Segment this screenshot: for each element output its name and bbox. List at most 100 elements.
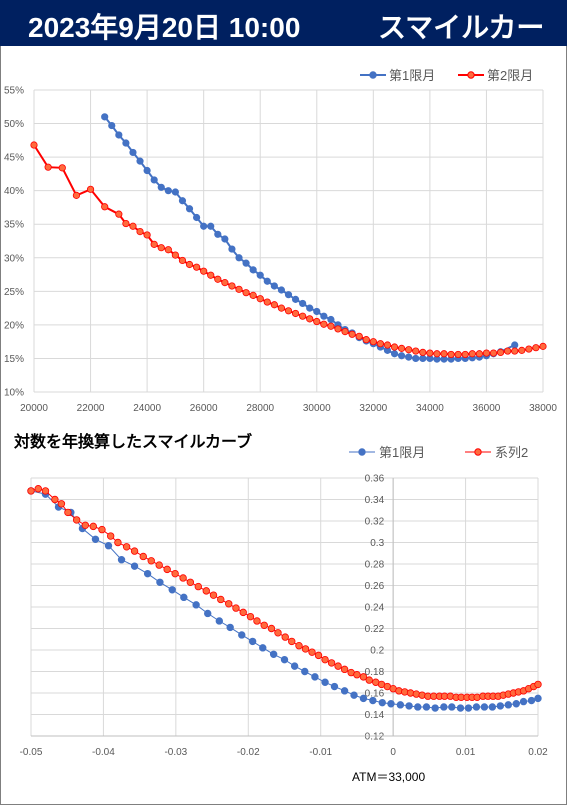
data-point — [108, 121, 116, 130]
data-point — [383, 341, 392, 349]
data-point — [340, 665, 349, 674]
data-point — [334, 662, 342, 670]
data-point — [143, 569, 152, 578]
data-point — [249, 266, 257, 274]
data-point — [359, 673, 368, 681]
data-point — [249, 291, 257, 299]
data-point — [327, 659, 336, 667]
data-point — [256, 271, 264, 279]
data-point — [525, 345, 533, 353]
data-point — [464, 704, 473, 712]
data-point — [101, 113, 109, 121]
y-tick-label: 0.26 — [365, 581, 385, 592]
data-point — [327, 315, 335, 324]
data-point — [44, 163, 52, 171]
data-point — [461, 350, 469, 359]
data-point — [496, 702, 505, 710]
y-tick-label: 0.28 — [365, 560, 385, 571]
data-point — [387, 700, 395, 708]
data-point — [270, 301, 278, 309]
chart2-title: 対数を年換算したスマイルカーブ — [14, 434, 253, 451]
data-point — [238, 631, 246, 639]
data-point — [295, 641, 303, 650]
data-point — [422, 703, 431, 711]
data-point — [185, 205, 194, 213]
x-tick-label: 38000 — [529, 403, 557, 414]
y-tick-label: 0.36 — [365, 474, 385, 485]
series-line — [30, 490, 539, 709]
data-point — [253, 617, 261, 625]
data-point — [311, 673, 319, 681]
data-point — [314, 651, 323, 660]
data-point — [489, 349, 498, 357]
data-point — [472, 703, 481, 711]
data-point — [348, 330, 356, 338]
data-point — [235, 254, 243, 262]
data-point — [321, 678, 329, 686]
data-point — [405, 353, 413, 361]
data-point — [194, 582, 203, 591]
data-point — [496, 348, 505, 357]
data-point — [163, 565, 171, 574]
header-title: スマイルカーブ — [378, 12, 545, 83]
data-point — [81, 521, 90, 529]
data-point — [291, 295, 300, 303]
data-point — [114, 538, 122, 547]
data-point — [72, 191, 81, 199]
x-tick-label: 30000 — [303, 403, 331, 414]
data-point — [405, 702, 413, 710]
y-tick-label: 0.24 — [365, 603, 385, 614]
data-point — [143, 166, 151, 175]
data-point — [130, 562, 139, 570]
data-point — [518, 346, 526, 354]
data-point — [157, 244, 165, 252]
data-point — [475, 350, 483, 358]
data-point — [98, 525, 106, 534]
x-tick-label: 0.02 — [528, 747, 548, 758]
series-line — [33, 144, 544, 356]
x-tick-label: -0.04 — [92, 747, 115, 758]
x-tick-label: 24000 — [133, 403, 161, 414]
data-point — [313, 317, 321, 326]
data-point — [431, 704, 439, 712]
data-point — [171, 188, 179, 196]
legend-marker — [467, 71, 475, 79]
data-point — [136, 157, 144, 165]
data-point — [519, 697, 528, 706]
data-point — [164, 246, 172, 254]
data-point — [330, 682, 339, 691]
header-bar: 2023年9月20日 10:00 スマイルカーブ — [0, 0, 567, 83]
data-point — [115, 210, 123, 218]
data-point — [274, 629, 282, 637]
data-point — [34, 485, 42, 493]
data-point — [226, 623, 234, 632]
data-point — [299, 312, 307, 320]
header-date: 2023年9月20日 10:00 — [28, 12, 301, 43]
x-tick-label: 22000 — [77, 403, 105, 414]
data-point — [202, 587, 210, 595]
legend-label: 第1限月 — [379, 445, 425, 460]
data-point — [480, 703, 489, 711]
data-point — [299, 299, 307, 308]
data-point — [171, 251, 179, 259]
data-point — [414, 703, 422, 711]
data-point — [350, 691, 358, 699]
data-point — [139, 552, 147, 561]
data-point — [280, 655, 289, 664]
data-point — [150, 240, 158, 248]
data-point — [419, 348, 427, 357]
data-point — [185, 260, 194, 269]
data-point — [263, 277, 271, 285]
data-point — [378, 698, 386, 707]
data-point — [398, 344, 406, 352]
data-point — [454, 350, 462, 359]
data-point — [192, 601, 200, 609]
y-tick-label: 30% — [4, 253, 24, 264]
data-point — [306, 315, 314, 323]
data-point — [277, 286, 286, 294]
data-point — [376, 340, 385, 348]
data-point — [270, 282, 278, 290]
x-tick-label: 0.01 — [456, 747, 476, 758]
data-point — [122, 219, 130, 228]
data-point — [171, 569, 179, 578]
